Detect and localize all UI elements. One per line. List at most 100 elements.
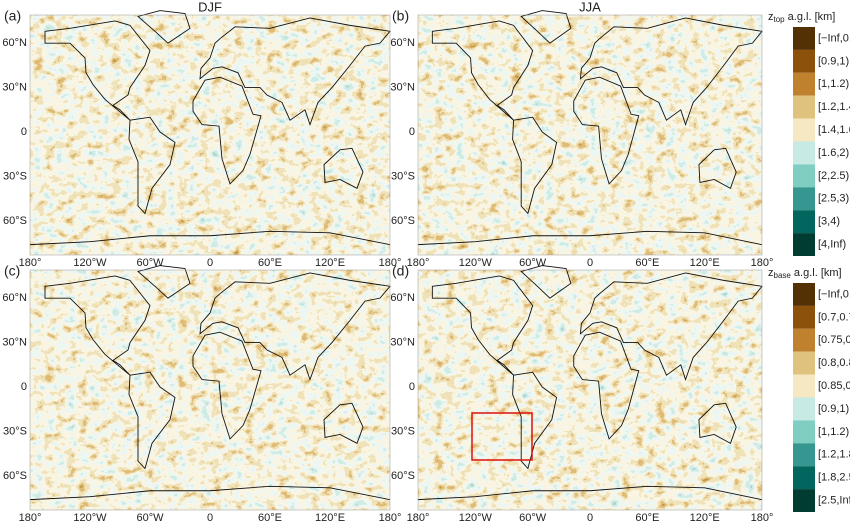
legend-entry: [2.5,Inf) [818,494,850,506]
lon-label: 60°W [519,512,547,523]
lon-label: 120°E [690,512,720,523]
legend-entry: [1.6,2) [818,147,849,159]
legend-entry: [1,1.2) [818,426,849,438]
lat-label: 60°S [391,470,415,482]
legend-entry: [−Inf,0.7) [818,288,850,300]
legend-entry: [0.7,0.75) [818,311,850,323]
lon-label: 0 [207,512,213,523]
lon-label: 60°W [519,257,547,269]
map-panel: (d) 60°N 30°N 0 30°S 60°S 180° 120°W 60°W 0 60°E 12… [390,263,773,524]
lat-label: 0 [409,381,415,393]
legend-swatch [793,443,815,467]
lat-label: 60°S [3,215,27,227]
legend-entry: [3,4) [818,216,840,228]
panel-label: (b) [392,8,409,24]
legend-swatch [793,305,815,329]
legend-swatch [793,489,815,512]
lon-label: 120°E [315,257,345,269]
panel-title: JJA [579,0,601,14]
lon-label: 60°E [635,512,659,523]
panels: (a) DJF 60°N 30°N 0 30°S 60°S 180° 120°W 60°W 0 60°… [2,0,773,524]
region-box [471,412,533,461]
legend-entry: [−Inf,0.9) [818,32,850,44]
lat-label: 30°N [390,336,415,348]
legend-title-suffix: a.g.l. [km] [785,11,836,23]
lon-label: 0 [587,257,593,269]
lon-label: 60°E [635,257,659,269]
legend-entry: [1.2,1.4) [818,101,850,113]
lon-label: 0 [207,257,213,269]
legend-swatch [793,283,815,306]
legend-swatch [793,210,815,234]
legend-swatch [793,351,815,375]
legend-entry: [1.2,1.8) [818,449,850,461]
legend-entry: [2.5,3) [818,193,849,205]
panel-label: (d) [392,263,409,279]
panel-label: (a) [4,8,21,24]
lon-label: 120°E [315,512,345,523]
legend-entry: [0.9,1) [818,403,849,415]
lat-label: 60°N [2,292,27,304]
lon-label: 60°W [136,257,164,269]
legend-entry: [4,Inf) [818,238,846,250]
legend-title: ztop a.g.l. [km] [768,11,835,24]
legend-swatch [793,397,815,421]
map-field [30,15,390,255]
legend-entry: [0.9,1) [818,55,849,67]
lat-label: 30°S [3,425,27,437]
lon-label: 120°E [690,257,720,269]
legend-swatch [793,164,815,188]
lon-label: 120°W [73,512,107,523]
lon-label: 180° [751,257,774,269]
lat-label: 30°N [390,81,415,93]
lon-label: 60°W [136,512,164,523]
lon-label: 180° [19,512,42,523]
map-field [418,15,762,255]
map-field [418,270,762,510]
lon-label: 120°W [459,512,493,523]
panel-label: (c) [4,263,20,279]
legend-title-suffix: a.g.l. [km] [791,267,842,279]
lat-label: 30°S [391,170,415,182]
map-frame [29,269,391,511]
legend-entry: [1.4,1.6) [818,124,850,136]
legend-swatch [793,420,815,444]
legend: zbase a.g.l. [km] [−Inf,0.7) [0.7,0.75) [0.… [768,267,850,512]
legend-entry: [2,2.5) [818,170,849,182]
lon-label: 180° [407,257,430,269]
lat-label: 0 [409,126,415,138]
lon-label: 0 [587,512,593,523]
legend-swatch [793,187,815,211]
lat-label: 30°S [3,170,27,182]
legend-entry: [0.75,0.8) [818,334,850,346]
legend-title-main: z [768,11,774,23]
legend-title: zbase a.g.l. [km] [768,267,842,280]
lon-label: 180° [379,512,402,523]
legend-swatch [793,72,815,96]
lat-label: 60°N [2,37,27,49]
lat-label: 60°S [3,470,27,482]
lon-label: 120°W [73,257,107,269]
map-panel: (a) DJF 60°N 30°N 0 30°S 60°S 180° 120°W 60°W 0 60°… [2,0,401,269]
lon-label: 60°E [258,257,282,269]
legend-entry: [0.8,0.85) [818,357,850,369]
legend-swatch [793,233,815,256]
map-frame [417,269,763,511]
lat-label: 30°N [2,81,27,93]
legend-title-main: z [768,267,774,279]
map-panel: (c) 60°N 30°N 0 30°S 60°S 180° 120°W 60°W 0 60°E 12… [2,263,402,524]
lon-label: 180° [379,257,402,269]
legend: ztop a.g.l. [km] [−Inf,0.9) [0.9,1) [1,1.2)… [768,11,850,256]
lon-label: 120°W [459,257,493,269]
map-field [30,270,390,510]
legend-entry: [0.85,0.9) [818,380,850,392]
lat-label: 60°N [390,292,415,304]
legend-swatch [793,374,815,398]
lat-label: 30°N [2,336,27,348]
map-frame [29,14,391,256]
lon-label: 180° [19,257,42,269]
panel-title: DJF [198,0,222,14]
map-panel: (b) JJA 60°N 30°N 0 30°S 60°S 180° 120°W 60°W 0 60°… [390,0,773,269]
legend-title-subscript: top [774,15,786,24]
